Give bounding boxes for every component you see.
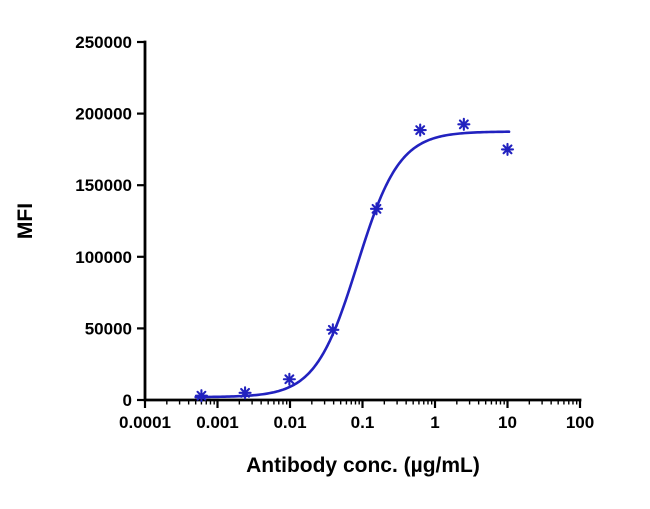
data-point-marker (326, 323, 340, 337)
x-tick-label: 1 (430, 413, 439, 432)
x-tick-label: 10 (498, 413, 517, 432)
y-tick-label: 50000 (85, 319, 132, 338)
x-tick-label: 0.01 (273, 413, 306, 432)
data-point-marker (500, 142, 515, 156)
x-tick-label: 0.0001 (119, 413, 171, 432)
axis-spines (143, 40, 582, 402)
data-point-marker (194, 389, 208, 403)
y-tick-label: 200000 (75, 105, 132, 124)
y-tick-label: 100000 (75, 248, 132, 267)
x-axis-ticks: 0.0001 0.001 0.01 0.1 1 10 100 (119, 400, 594, 432)
x-axis-minor-ticks (166, 400, 578, 405)
x-tick-label: 0.001 (196, 413, 239, 432)
data-point-marker (413, 123, 427, 137)
y-axis-title: MFI (14, 203, 37, 239)
y-tick-label: 150000 (75, 176, 132, 195)
x-tick-label: 0.1 (351, 413, 375, 432)
data-point-marker (282, 372, 296, 386)
x-axis-title: Antibody conc. (µg/mL) (246, 454, 480, 477)
y-tick-label: 0 (123, 391, 132, 410)
fit-curve (194, 130, 511, 399)
x-tick-label: 100 (566, 413, 594, 432)
data-point-marker (238, 386, 252, 400)
y-axis-ticks: 0 50000 100000 150000 200000 250000 (75, 33, 145, 410)
data-point-marker (369, 202, 384, 216)
data-point-marker (457, 117, 471, 131)
data-points (194, 117, 515, 403)
y-tick-label: 250000 (75, 33, 132, 52)
